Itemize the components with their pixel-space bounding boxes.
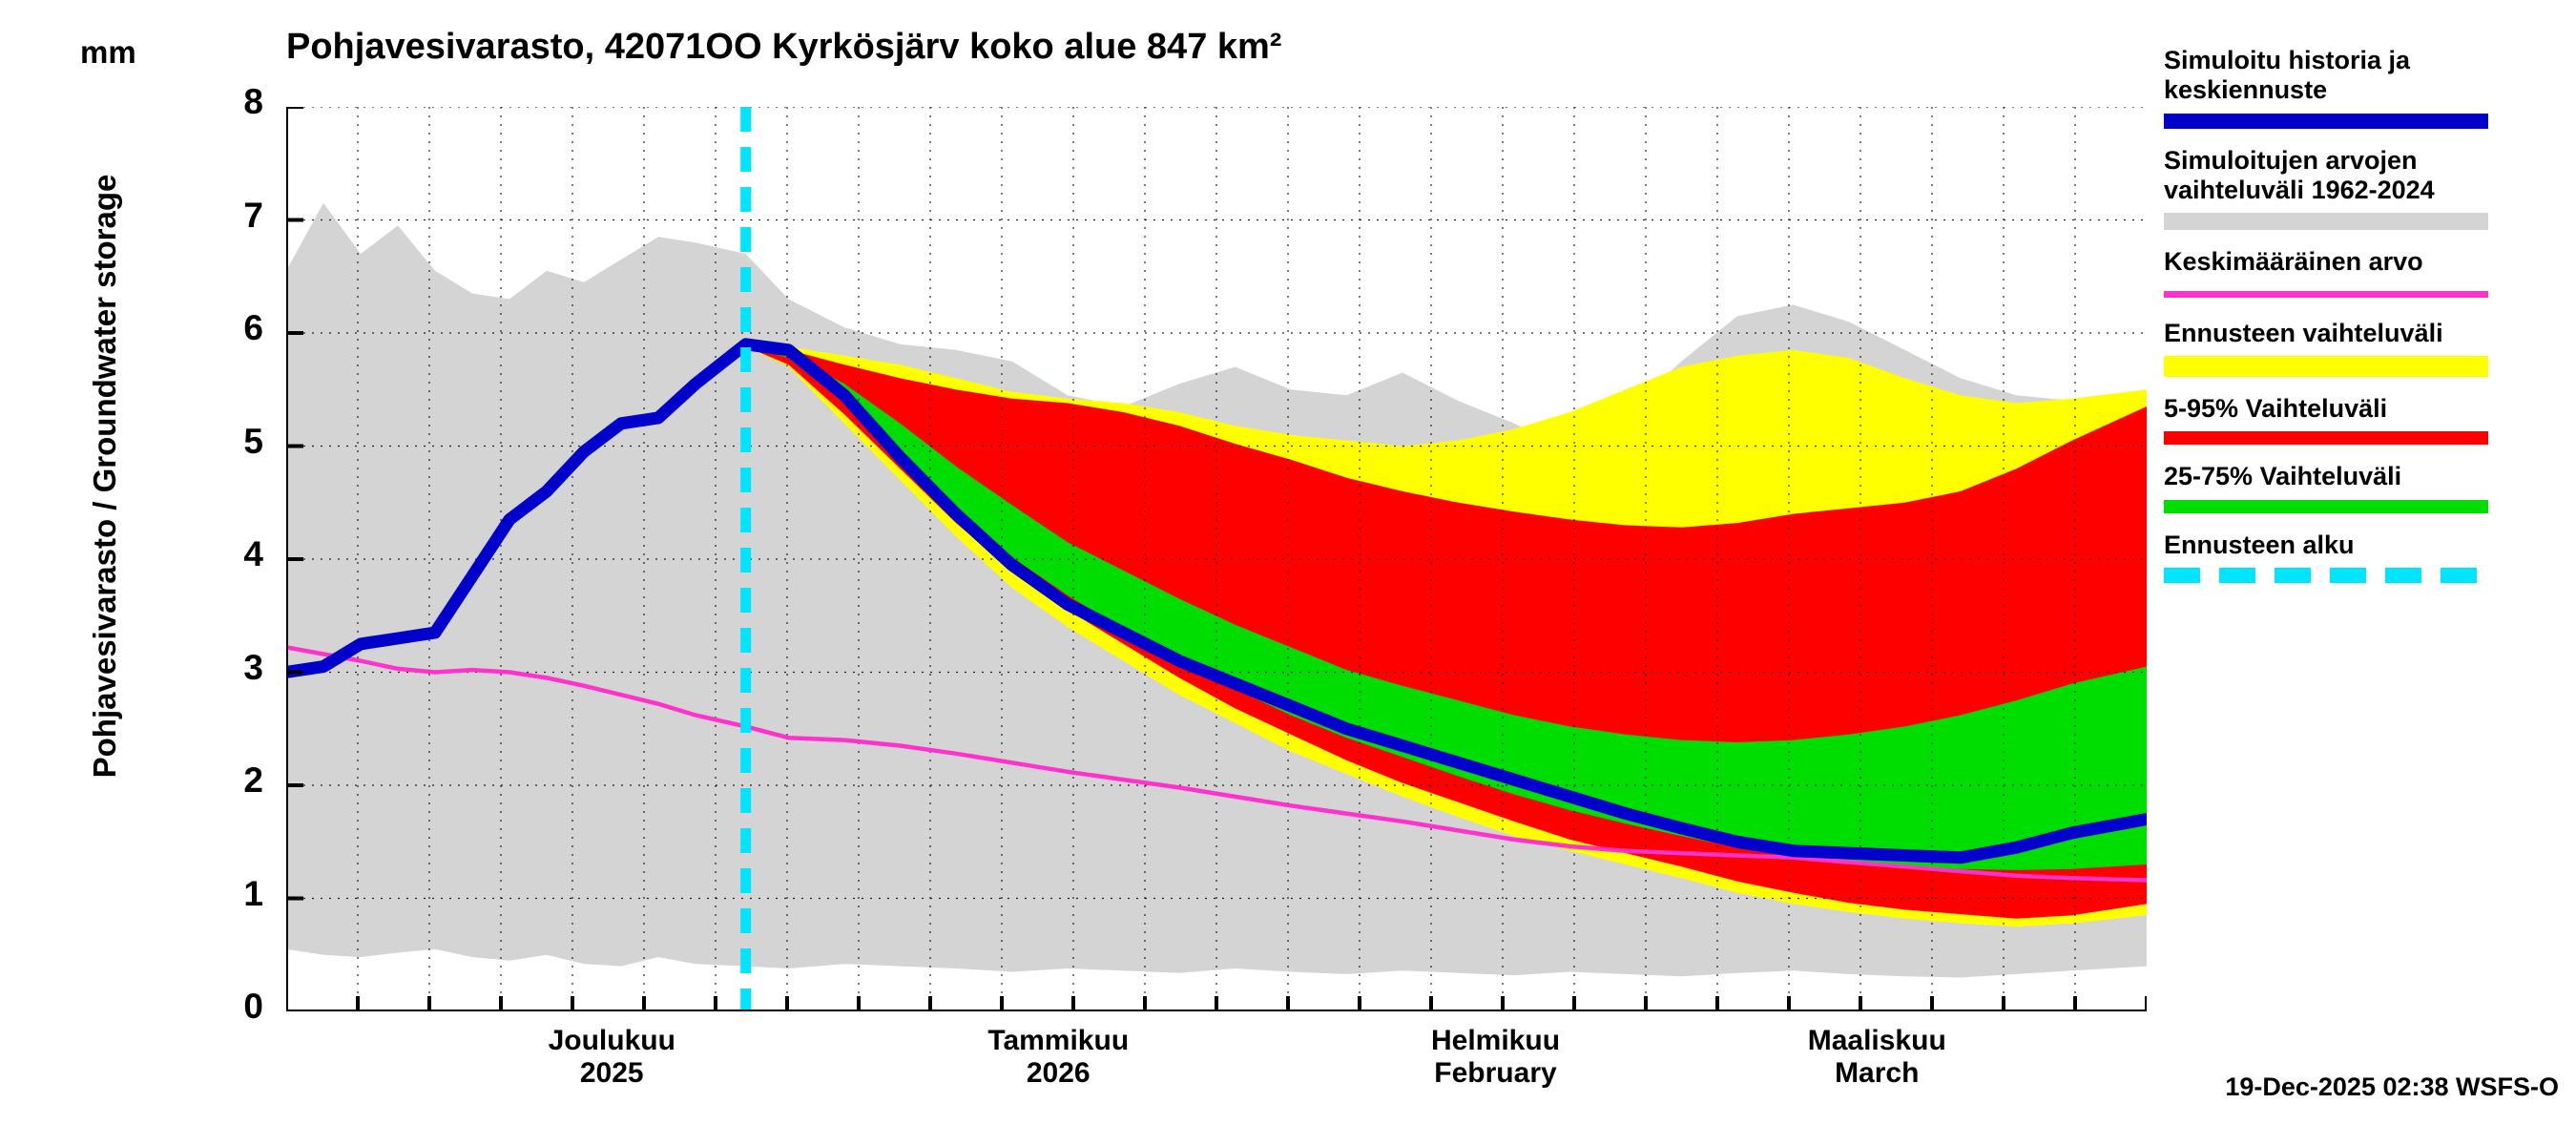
- legend-item-forecast-start: Ennusteen alku: [2164, 531, 2565, 583]
- legend-label: Ennusteen alku: [2164, 530, 2355, 559]
- timestamp-label: 19-Dec-2025 02:38 WSFS-O: [2225, 1072, 2559, 1101]
- legend-label: 5-95% Vaihteluväli: [2164, 393, 2388, 423]
- chart-title: Pohjavesivarasto, 42071OO Kyrkösjärv kok…: [286, 27, 1282, 67]
- plot-area: [286, 107, 2147, 1011]
- y-tick-label: 1: [243, 873, 263, 913]
- legend-label: Ennusteen vaihteluväli: [2164, 318, 2443, 347]
- legend-label: 25-75% Vaihteluväli: [2164, 462, 2402, 491]
- legend-swatch-yellow: [2164, 355, 2488, 377]
- legend-item-mean-value: Keskimääräinen arvo: [2164, 247, 2565, 298]
- x-tick-label: Maaliskuu March: [1807, 1025, 1946, 1089]
- x-tick-label: Tammikuu 2026: [987, 1025, 1130, 1089]
- chart-legend: Simuloitu historia ja keskiennuste Simul…: [2164, 46, 2565, 600]
- x-tick-label: Helmikuu February: [1430, 1025, 1561, 1089]
- legend-swatch-cyan: [2164, 567, 2488, 583]
- legend-item-simulated-history: Simuloitu historia ja keskiennuste: [2164, 46, 2565, 129]
- legend-label: Keskimääräinen arvo: [2164, 247, 2423, 277]
- y-tick-label: 2: [243, 760, 263, 800]
- legend-item-25-75-range: 25-75% Vaihteluväli: [2164, 462, 2565, 513]
- y-tick-label: 6: [243, 308, 263, 347]
- legend-swatch-grey: [2164, 213, 2488, 231]
- legend-item-5-95-range: 5-95% Vaihteluväli: [2164, 393, 2565, 446]
- legend-item-simulated-range: Simuloitujen arvojen vaihteluväli 1962-2…: [2164, 146, 2565, 231]
- y-tick-label: 3: [243, 647, 263, 687]
- y-tick-label: 5: [243, 421, 263, 461]
- x-tick-label: Joulukuu 2025: [548, 1025, 675, 1089]
- legend-swatch-blue: [2164, 113, 2488, 129]
- chart-svg: [286, 107, 2147, 1011]
- legend-swatch-magenta: [2164, 290, 2488, 298]
- legend-label: Simuloitujen arvojen vaihteluväli 1962-2…: [2164, 145, 2435, 204]
- y-tick-label: 7: [243, 195, 263, 235]
- legend-swatch-red: [2164, 431, 2488, 446]
- y-tick-label: 4: [243, 534, 263, 573]
- y-axis-unit: mm: [80, 34, 136, 70]
- legend-swatch-green: [2164, 499, 2488, 513]
- legend-label: Simuloitu historia ja keskiennuste: [2164, 46, 2411, 105]
- y-axis-label: Pohjavesivarasto / Groundwater storage: [87, 174, 122, 779]
- y-tick-label: 8: [243, 82, 263, 121]
- y-tick-label: 0: [243, 987, 263, 1026]
- legend-item-forecast-range: Ennusteen vaihteluväli: [2164, 319, 2565, 377]
